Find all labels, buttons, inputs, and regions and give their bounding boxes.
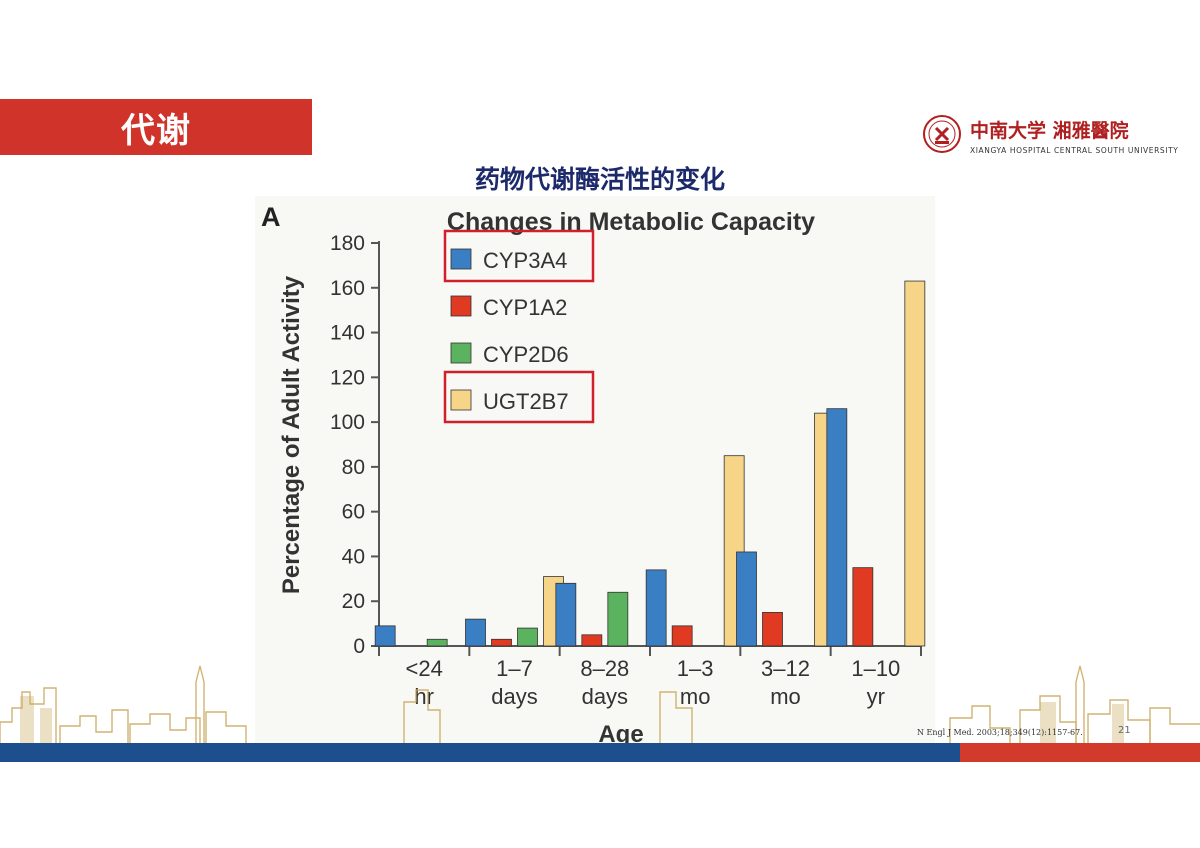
x-tick-label: 1–10 (851, 656, 900, 681)
bar-cyp1a2-1 (491, 638, 512, 647)
y-tick-label: 60 (342, 501, 365, 524)
section-title: 代谢 (121, 110, 191, 151)
bar-ugt2b7-5 (904, 280, 926, 647)
bar-cyp1a2-3 (671, 625, 693, 647)
x-tick-label: days (582, 684, 628, 709)
y-tick-label: 180 (330, 232, 365, 255)
bar-cyp3a4-3 (645, 569, 667, 647)
legend-label-ugt2b7: UGT2B7 (483, 389, 569, 414)
x-tick-label: days (491, 684, 537, 709)
x-tick-label: yr (867, 684, 885, 709)
legend-swatch-cyp2d6 (450, 342, 472, 364)
y-tick-label: 0 (353, 635, 365, 658)
bar-cyp2d6-1 (517, 627, 538, 647)
legend-label-cyp1a2: CYP1A2 (483, 295, 567, 320)
y-tick-label: 140 (330, 322, 365, 345)
y-tick-label: 100 (330, 411, 365, 434)
legend-swatch-cyp3a4 (450, 248, 472, 270)
bar-cyp1a2-4 (762, 612, 783, 647)
x-tick-label: <24 (406, 656, 443, 681)
footer-band-blue (0, 743, 960, 762)
y-tick-label: 40 (342, 545, 365, 568)
logo-chinese-name: 中南大学 湘雅醫院 (970, 120, 1129, 142)
x-tick-label: 1–3 (677, 656, 714, 681)
chart-panel: A Changes in Metabolic Capacity Percenta… (255, 196, 935, 748)
bar-cyp3a4-0 (374, 625, 396, 647)
footer-color-band (0, 743, 1200, 762)
bar-cyp3a4-2 (555, 582, 577, 647)
bar-cyp3a4-4 (736, 551, 757, 647)
legend-swatch-ugt2b7 (450, 389, 472, 411)
bar-cyp3a4-1 (465, 618, 486, 647)
x-tick-label: 8–28 (580, 656, 629, 681)
hospital-logo: 中南大学 湘雅醫院 XIANGYA HOSPITAL CENTRAL SOUTH… (922, 112, 1178, 160)
page-number: 21 (1118, 725, 1131, 736)
legend-highlight-box-cyp3a4 (443, 229, 595, 283)
bar-cyp1a2-2 (581, 634, 603, 647)
x-tick-label: mo (680, 684, 711, 709)
x-tick-label: 1–7 (496, 656, 533, 681)
panel-label: A (261, 202, 281, 232)
x-tick-label: 3–12 (761, 656, 810, 681)
legend-label-cyp3a4: CYP3A4 (483, 248, 567, 273)
x-tick-label: mo (770, 684, 801, 709)
bar-cyp2d6-2 (607, 591, 629, 647)
bar-cyp2d6-0 (426, 638, 448, 647)
chart-legend: CYP3A4 CYP1A2 CYP2D6 UGT2B7 (443, 229, 595, 424)
slide-title: 药物代谢酶活性的变化 (474, 165, 725, 194)
legend-swatch-cyp1a2 (450, 295, 472, 317)
bar-cyp1a2-5 (852, 567, 874, 647)
legend-highlight-box-ugt2b7 (443, 370, 595, 424)
footer-band-red (960, 743, 1200, 762)
logo-english-name: XIANGYA HOSPITAL CENTRAL SOUTH UNIVERSIT… (970, 146, 1179, 155)
y-tick-label: 20 (342, 590, 365, 613)
citation-text: N Engl J Med. 2003;18;349(12):1157-67. (917, 728, 1083, 737)
plot-area: 0 20 40 60 80 100 120 140 160 180 <24 hr 1–7 days 8–28… (330, 232, 926, 709)
y-tick-label: 80 (342, 456, 365, 479)
legend-label-cyp2d6: CYP2D6 (483, 342, 569, 367)
section-title-banner: 代谢 (0, 99, 312, 155)
y-tick-label: 160 (330, 277, 365, 300)
y-axis-label: Percentage of Adult Activity (278, 275, 305, 594)
y-tick-label: 120 (330, 366, 365, 389)
x-tick-label: hr (414, 684, 434, 709)
hospital-emblem-icon (923, 115, 961, 153)
bar-cyp3a4-5 (826, 408, 848, 647)
bar-chart: A Changes in Metabolic Capacity Percenta… (261, 202, 926, 748)
